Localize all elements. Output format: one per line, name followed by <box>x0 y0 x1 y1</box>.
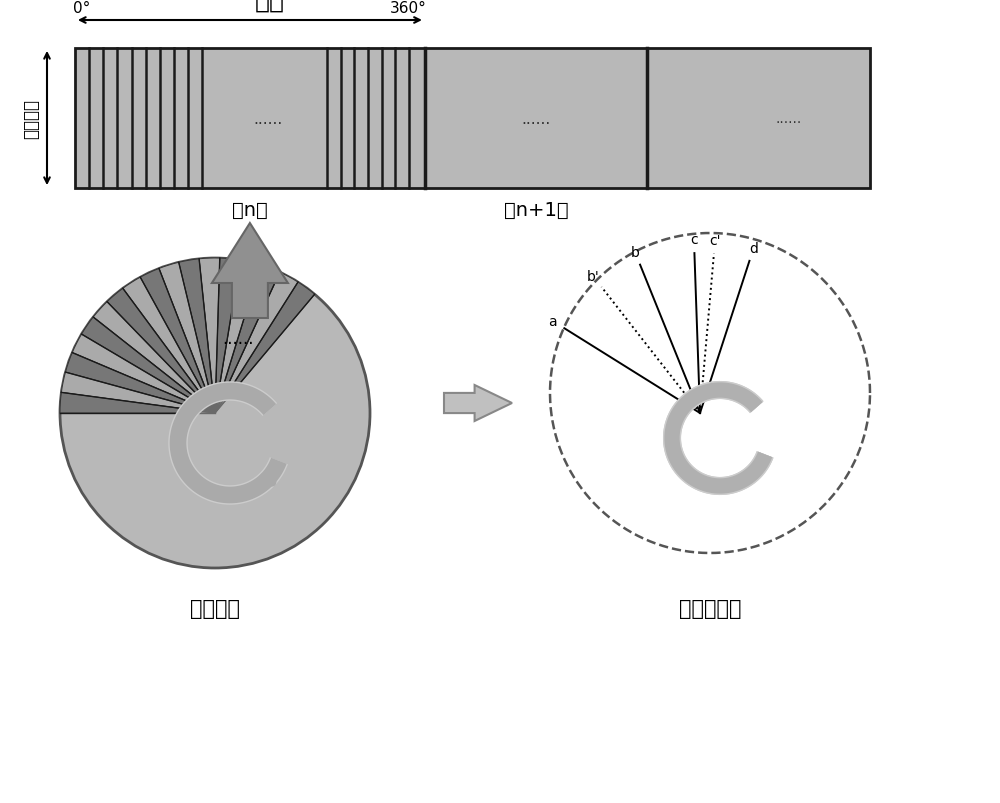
Circle shape <box>673 392 767 485</box>
Text: 0°: 0° <box>73 1 90 16</box>
Wedge shape <box>215 261 260 414</box>
Text: 匀速旋转: 匀速旋转 <box>190 598 240 618</box>
Wedge shape <box>215 283 315 414</box>
Wedge shape <box>199 259 220 414</box>
Text: 不规则旋转: 不规则旋转 <box>679 598 741 618</box>
Wedge shape <box>61 373 215 414</box>
Text: 角度: 角度 <box>255 0 285 13</box>
Wedge shape <box>82 318 215 414</box>
Circle shape <box>60 259 370 569</box>
Polygon shape <box>444 385 512 422</box>
Wedge shape <box>60 393 215 414</box>
Wedge shape <box>215 266 280 414</box>
Text: ......: ...... <box>222 330 253 348</box>
Wedge shape <box>93 303 215 414</box>
Polygon shape <box>212 224 288 319</box>
Text: ......: ...... <box>253 112 282 126</box>
Wedge shape <box>65 353 215 414</box>
Wedge shape <box>140 269 215 414</box>
Text: 360°: 360° <box>390 1 427 16</box>
Text: ......: ...... <box>521 112 551 126</box>
Text: ......: ...... <box>776 112 802 126</box>
Circle shape <box>179 393 281 495</box>
Wedge shape <box>123 278 215 414</box>
Text: b': b' <box>586 270 599 283</box>
Wedge shape <box>215 273 298 414</box>
Text: c': c' <box>709 234 721 247</box>
Wedge shape <box>107 289 215 414</box>
Polygon shape <box>75 49 870 189</box>
Text: a: a <box>548 315 557 328</box>
Text: b: b <box>630 246 639 259</box>
Text: 第n+1帧: 第n+1帧 <box>504 201 568 220</box>
Wedge shape <box>72 335 215 414</box>
Wedge shape <box>179 259 215 414</box>
Text: c: c <box>690 233 698 247</box>
Text: d: d <box>749 241 758 255</box>
Wedge shape <box>215 259 240 414</box>
Text: 第n帧: 第n帧 <box>232 201 268 220</box>
Text: 成像半径: 成像半径 <box>22 99 40 139</box>
Wedge shape <box>159 263 215 414</box>
